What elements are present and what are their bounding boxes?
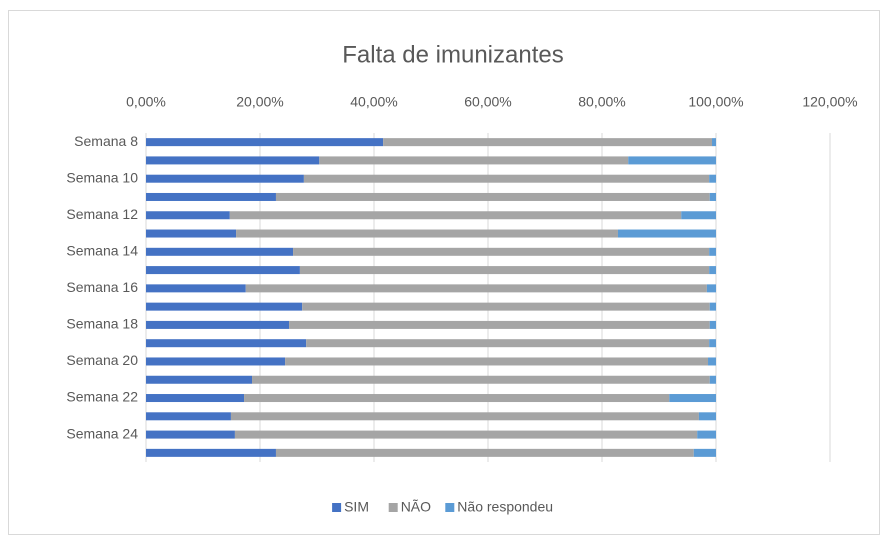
bar-segment bbox=[146, 320, 290, 329]
x-tick-label: 100,00% bbox=[688, 94, 743, 110]
bar-segment bbox=[709, 174, 716, 183]
bar-segment bbox=[146, 156, 320, 165]
bar-segment bbox=[146, 375, 253, 384]
bar-segment bbox=[146, 266, 300, 275]
x-tick-label: 40,00% bbox=[350, 94, 397, 110]
y-tick-label: Semana 22 bbox=[66, 389, 138, 405]
bar-segment bbox=[708, 357, 716, 366]
x-tick-label: 80,00% bbox=[578, 94, 625, 110]
legend-swatch bbox=[445, 503, 455, 512]
bar-segment bbox=[275, 192, 710, 201]
bar-segment bbox=[146, 448, 276, 457]
bar-segment bbox=[709, 247, 716, 256]
bar-segment bbox=[709, 302, 716, 311]
legend-label: Não respondeu bbox=[457, 499, 553, 515]
bar-segment bbox=[697, 430, 716, 439]
bar-segment bbox=[234, 430, 698, 439]
bar-segment bbox=[285, 357, 709, 366]
x-tick-label: 0,00% bbox=[126, 94, 166, 110]
bar-segment bbox=[146, 174, 304, 183]
bar-segment bbox=[252, 375, 710, 384]
bar-segment bbox=[709, 320, 716, 329]
bar-segment bbox=[146, 192, 276, 201]
bar-segment bbox=[709, 192, 716, 201]
bar-segment bbox=[146, 229, 237, 238]
bar-segment bbox=[706, 284, 716, 293]
y-tick-label: Semana 18 bbox=[66, 316, 138, 332]
bar-segment bbox=[669, 394, 716, 403]
bar-segment bbox=[293, 247, 710, 256]
bar-segment bbox=[146, 247, 294, 256]
bar-segment bbox=[306, 339, 710, 348]
legend-label: SIM bbox=[344, 499, 369, 515]
bar-segment bbox=[275, 448, 694, 457]
bar-segment bbox=[146, 211, 230, 220]
bar-segment bbox=[698, 412, 716, 421]
y-tick-label: Semana 10 bbox=[66, 169, 138, 185]
bar-segment bbox=[146, 138, 384, 147]
bar-segment bbox=[146, 339, 307, 348]
bar-segment bbox=[303, 174, 710, 183]
bar-segment bbox=[146, 394, 245, 403]
bar-segment bbox=[681, 211, 716, 220]
y-tick-label: Semana 12 bbox=[66, 206, 138, 222]
legend-swatch bbox=[388, 503, 398, 512]
bar-segment bbox=[146, 284, 246, 293]
x-tick-label: 120,00% bbox=[802, 94, 857, 110]
bar-segment bbox=[229, 211, 682, 220]
bar-segment bbox=[299, 266, 710, 275]
bar-segment bbox=[146, 412, 231, 421]
bar-segment bbox=[289, 320, 710, 329]
legend-swatch bbox=[332, 503, 342, 512]
x-tick-label: 20,00% bbox=[236, 94, 283, 110]
bar-segment bbox=[146, 302, 303, 311]
x-tick-label: 60,00% bbox=[464, 94, 511, 110]
bar-segment bbox=[709, 339, 716, 348]
bar-segment bbox=[319, 156, 629, 165]
bar-segment bbox=[693, 448, 716, 457]
y-tick-label: Semana 8 bbox=[74, 133, 138, 149]
bar-segment bbox=[383, 138, 713, 147]
bar-segment bbox=[146, 357, 286, 366]
legend-label: NÃO bbox=[401, 499, 431, 515]
bar-segment bbox=[302, 302, 710, 311]
y-tick-label: Semana 24 bbox=[66, 425, 138, 441]
bar-segment bbox=[712, 138, 716, 147]
bar-segment bbox=[617, 229, 716, 238]
chart-title: Falta de imunizantes bbox=[342, 41, 563, 68]
bar-segment bbox=[236, 229, 618, 238]
bar-segment bbox=[628, 156, 716, 165]
y-tick-label: Semana 14 bbox=[66, 243, 138, 259]
bar-segment bbox=[245, 284, 707, 293]
bar-segment bbox=[709, 266, 716, 275]
bar-segment bbox=[230, 412, 699, 421]
bar-segment bbox=[709, 375, 716, 384]
y-tick-label: Semana 20 bbox=[66, 352, 138, 368]
y-tick-label: Semana 16 bbox=[66, 279, 138, 295]
bar-segment bbox=[146, 430, 235, 439]
bar-segment bbox=[244, 394, 670, 403]
